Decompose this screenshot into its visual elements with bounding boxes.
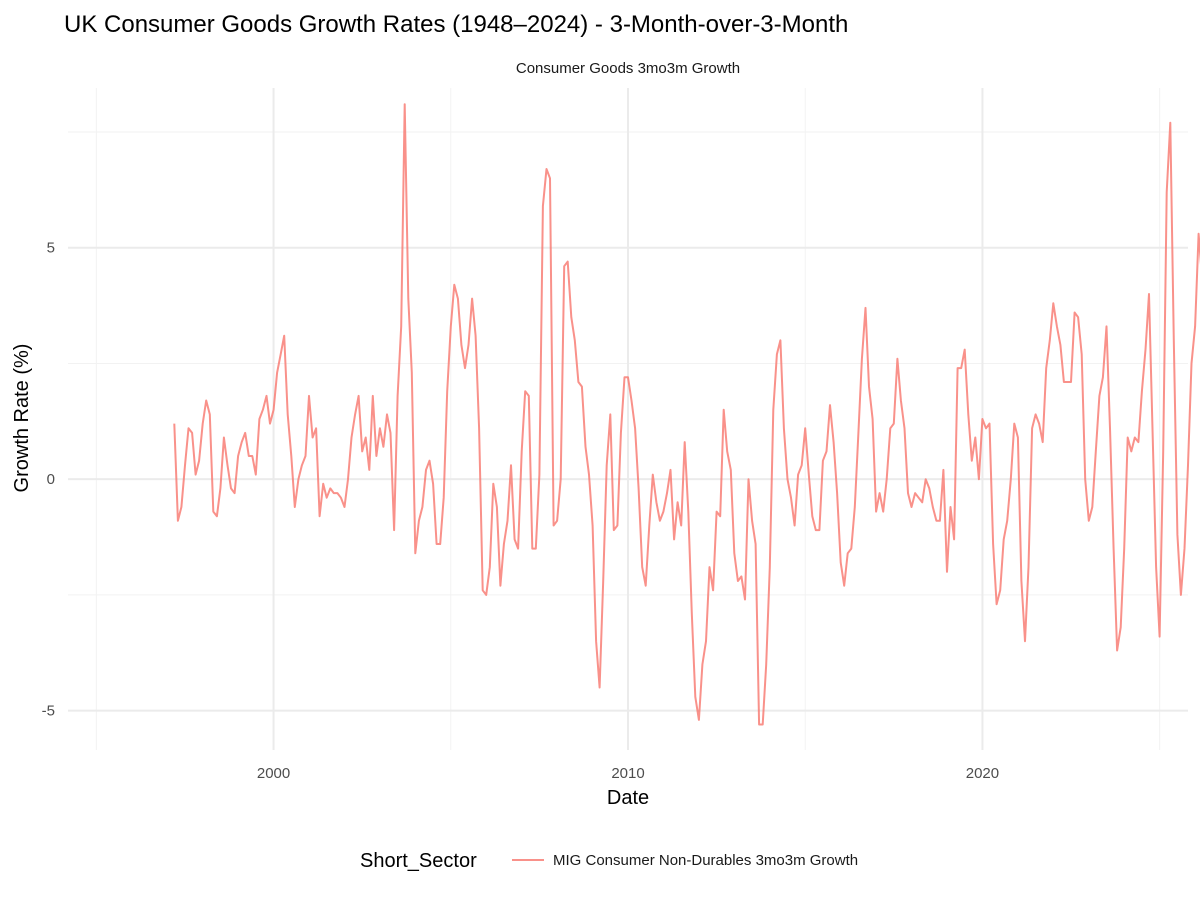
x-tick-label: 2020 bbox=[966, 765, 999, 782]
y-tick-label: 5 bbox=[47, 240, 55, 257]
y-tick-label: -5 bbox=[42, 703, 55, 720]
x-axis-ticks: 2000 2010 2020 bbox=[257, 765, 999, 782]
y-axis-ticks: -5 0 5 bbox=[42, 240, 55, 720]
legend: Short_Sector MIG Consumer Non-Durables 3… bbox=[360, 850, 858, 872]
y-tick-label: 0 bbox=[47, 471, 55, 488]
x-tick-label: 2010 bbox=[611, 765, 644, 782]
legend-title: Short_Sector bbox=[360, 850, 477, 872]
y-axis-title: Growth Rate (%) bbox=[11, 344, 33, 493]
facet-strip-label: Consumer Goods 3mo3m Growth bbox=[516, 60, 740, 77]
x-tick-label: 2000 bbox=[257, 765, 290, 782]
series-line-consumer-non-durables bbox=[173, 103, 1200, 726]
x-axis-title: Date bbox=[607, 787, 649, 809]
plot-area bbox=[68, 88, 1200, 750]
legend-label: MIG Consumer Non-Durables 3mo3m Growth bbox=[553, 852, 858, 869]
major-gridlines bbox=[68, 88, 1188, 750]
chart-title: UK Consumer Goods Growth Rates (1948–202… bbox=[64, 11, 848, 38]
